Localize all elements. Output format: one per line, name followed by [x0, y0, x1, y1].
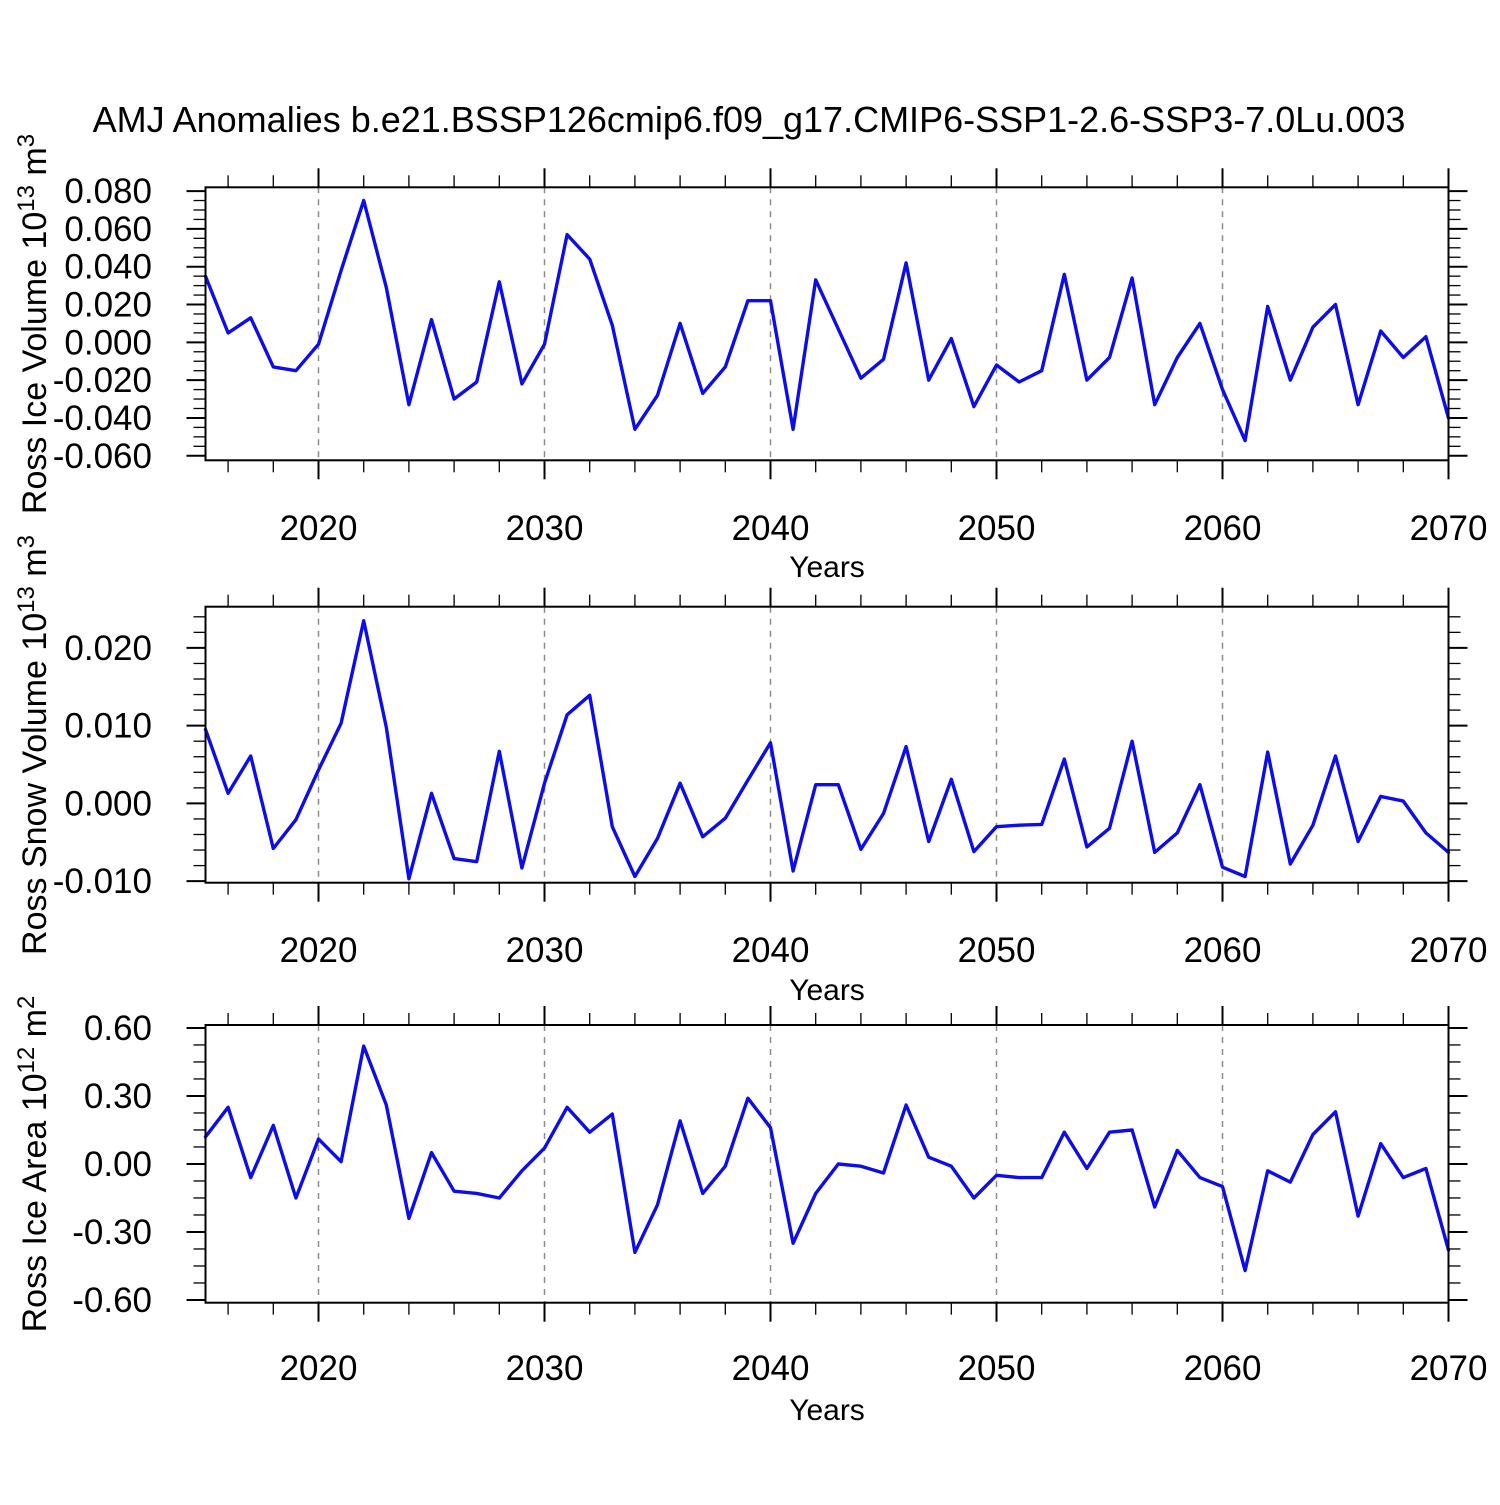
- y-tick-label: -0.010: [53, 862, 152, 901]
- y-tick-label: 0.30: [84, 1077, 152, 1116]
- y-tick-label: 0.020: [64, 286, 152, 325]
- data-line: [203, 619, 1451, 881]
- axis-frame: [204, 1024, 1450, 1304]
- data-line: [203, 1044, 1451, 1273]
- x-tick-label: 2060: [1184, 509, 1262, 548]
- panel-ross-snow-volume: 2020 2030 2040 2050 2060 2070 0.020 0.010 0.000 -…: [13, 535, 1487, 1007]
- y-tick-label: 0.000: [64, 784, 152, 823]
- y-tick-label: 0.060: [64, 210, 152, 249]
- plot-area-ice-volume: 2020 2030 2040 2050 2060 20700.0800.0600.0400…: [53, 168, 1488, 548]
- plot-area-ice-area: 2020 2030 2040 2050 2060 2070 0.60 0.30 0.00 -0.3…: [72, 1006, 1487, 1388]
- x-tick-label: 2070: [1410, 931, 1488, 970]
- x-tick-label: 2060: [1184, 931, 1262, 970]
- x-tick-label: 2020: [280, 1349, 358, 1388]
- panel-ross-ice-area: 2020 2030 2040 2050 2060 2070 0.60 0.30 0.00 -0.3…: [13, 996, 1487, 1427]
- x-tick-label: 2040: [732, 1349, 810, 1388]
- y-tick-label: 0.080: [64, 172, 152, 211]
- y-tick-label: -0.040: [53, 399, 152, 438]
- y-tick-label: 0.00: [84, 1145, 152, 1184]
- y-axis-title-ice-volume: Ross Ice Volume 1013 m3: [13, 134, 54, 514]
- y-tick-label: -0.020: [53, 361, 152, 400]
- y-tick-label: -0.30: [72, 1213, 152, 1252]
- x-tick-label: 2030: [506, 1349, 584, 1388]
- data-line: [203, 198, 1451, 443]
- panel-ross-ice-volume: 2020 2030 2040 2050 2060 20700.0800.0600.0400…: [13, 134, 1487, 584]
- y-tick-label: 0.020: [64, 629, 152, 668]
- x-tick-label: 2040: [732, 509, 810, 548]
- x-tick-label: 2020: [280, 931, 358, 970]
- x-tick-label: 2050: [958, 1349, 1036, 1388]
- x-tick-label: 2030: [506, 509, 584, 548]
- x-tick-label: 2060: [1184, 1349, 1262, 1388]
- x-tick-label: 2070: [1410, 509, 1488, 548]
- x-axis-title-years-2: Years: [789, 974, 865, 1007]
- chart-title: AMJ Anomalies b.e21.BSSP126cmip6.f09_g17…: [93, 99, 1406, 140]
- y-tick-label: 0.040: [64, 248, 152, 287]
- x-tick-label: 2050: [958, 509, 1036, 548]
- x-axis-title-years-1: Years: [789, 551, 865, 584]
- x-tick-label: 2040: [732, 931, 810, 970]
- y-tick-label: 0.000: [64, 323, 152, 362]
- x-tick-label: 2020: [280, 509, 358, 548]
- axis-frame: [204, 605, 1450, 884]
- x-tick-label: 2050: [958, 931, 1036, 970]
- x-tick-label: 2030: [506, 931, 584, 970]
- x-tick-label: 2070: [1410, 1349, 1488, 1388]
- y-tick-label: -0.60: [72, 1281, 152, 1320]
- y-tick-label: -0.060: [53, 437, 152, 476]
- x-axis-title-years-3: Years: [789, 1394, 865, 1427]
- y-tick-label: 0.010: [64, 707, 152, 746]
- y-axis-title-ice-area: Ross Ice Area 1012 m2: [13, 996, 54, 1333]
- plot-area-snow-volume: 2020 2030 2040 2050 2060 2070 0.020 0.010 0.000 -…: [53, 587, 1488, 970]
- y-tick-label: 0.60: [84, 1009, 152, 1048]
- y-axis-title-snow-volume: Ross Snow Volume 1013 m3: [13, 535, 54, 955]
